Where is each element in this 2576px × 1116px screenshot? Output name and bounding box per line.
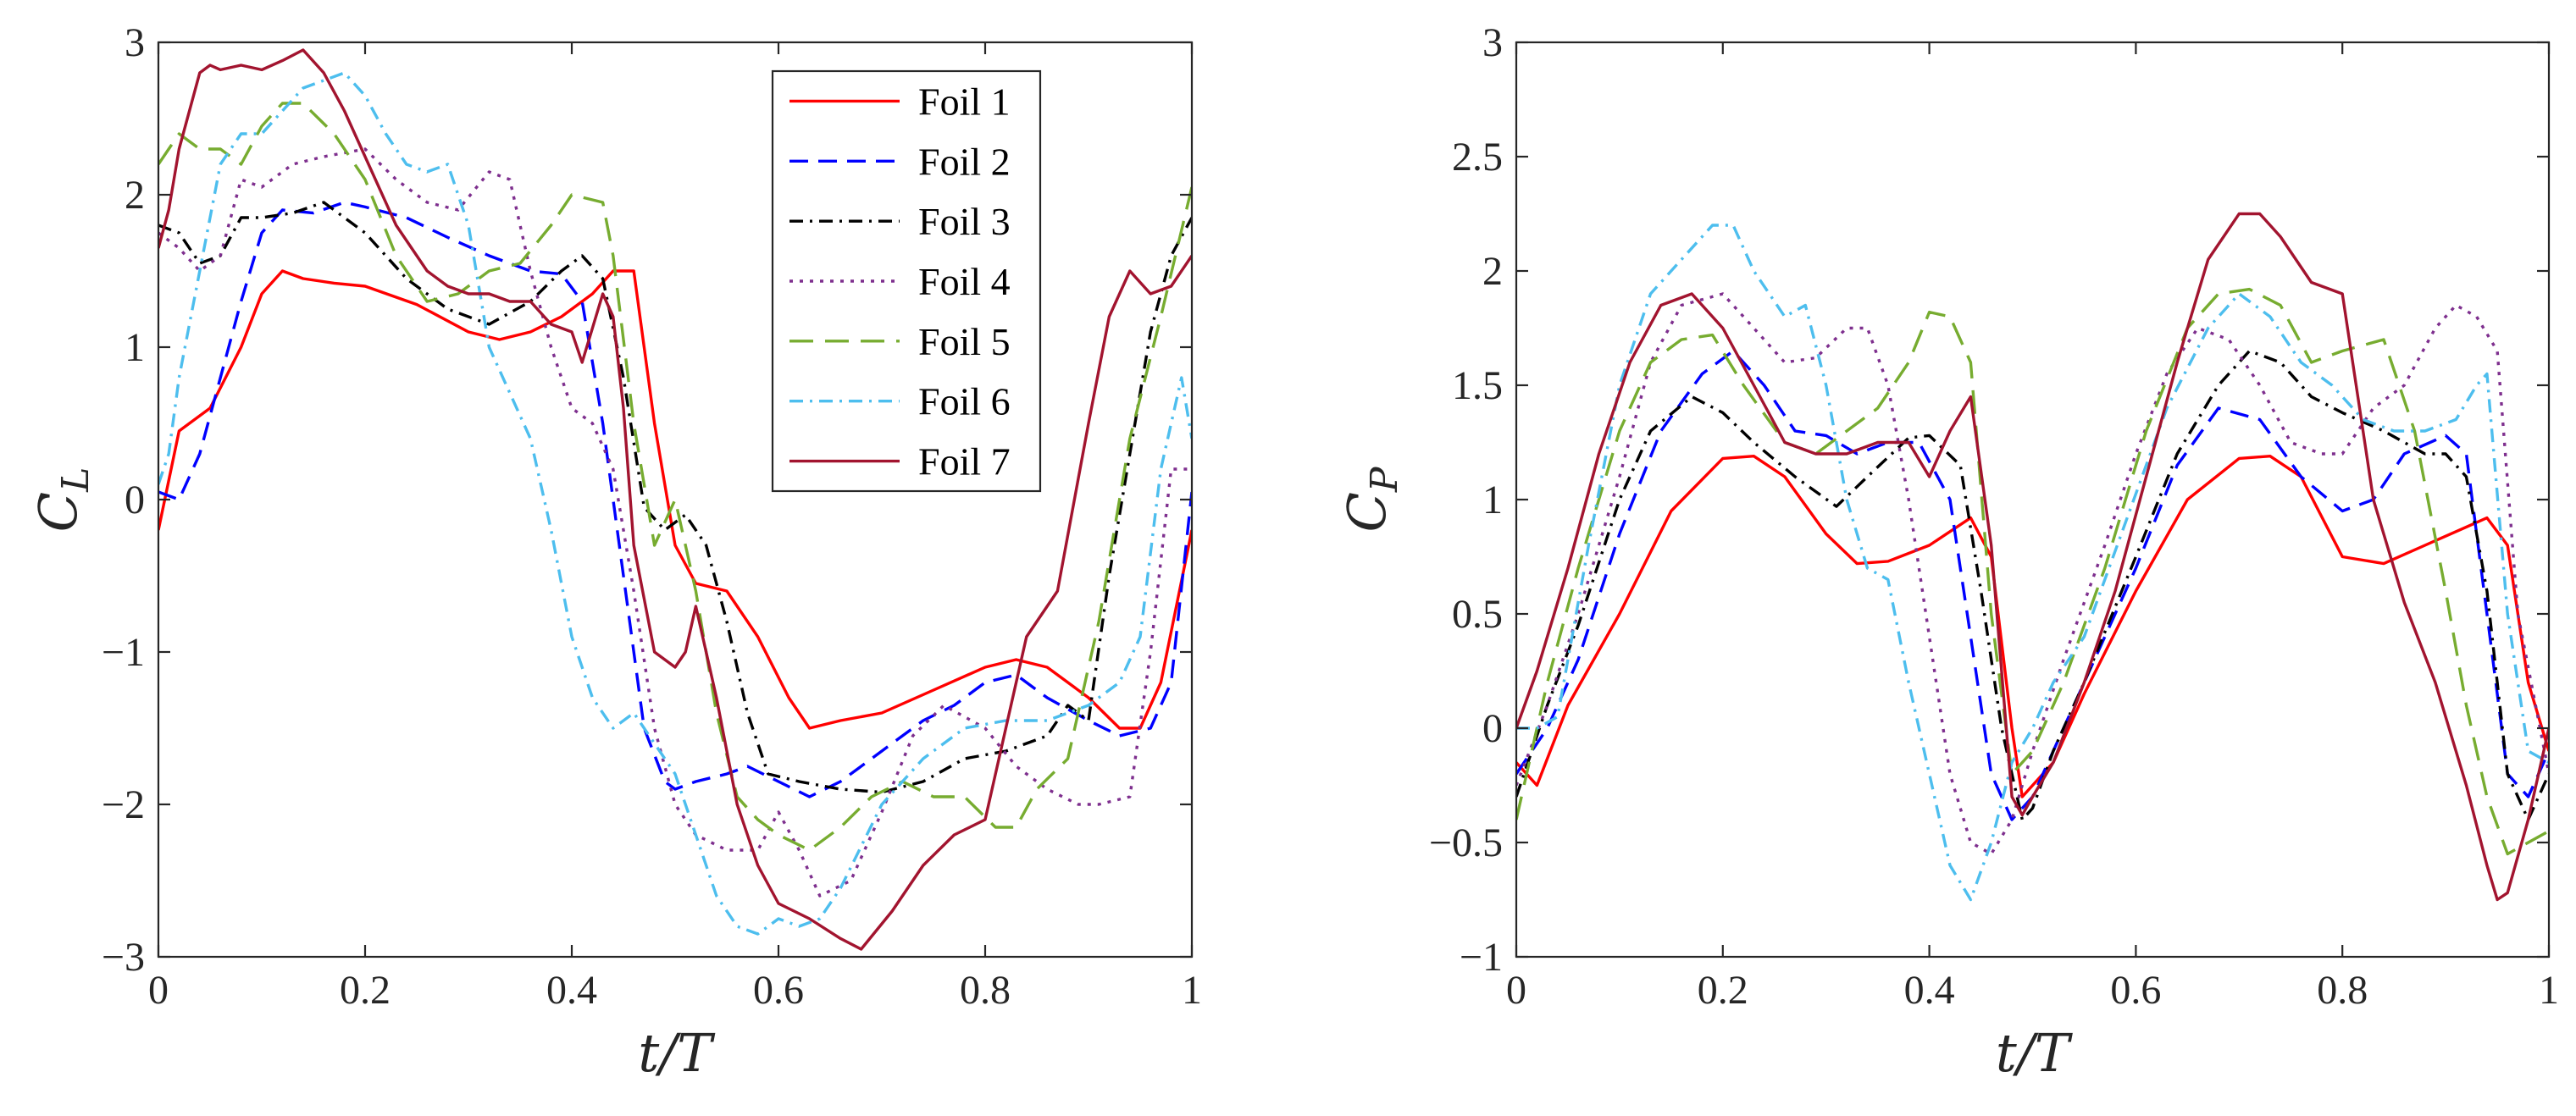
cl-y-tick-label: 3	[125, 20, 145, 65]
cp-series-foil-6	[1516, 224, 2549, 902]
legend-label-foil-6: Foil 6	[918, 380, 1011, 423]
cl-y-tick-label: −2	[102, 782, 145, 827]
legend-label-foil-3: Foil 3	[918, 200, 1011, 243]
cl-x-tick-label: 0.4	[546, 968, 597, 1013]
cp-ticks-group: 0 0.2 0.4 0.6 0.8 1 −1 −0.5 0 0.5 1 1.5 2 2.5 3	[1429, 20, 2559, 1013]
cp-series-foil-2	[1516, 349, 2549, 821]
cp-y-tick-label: 1	[1482, 478, 1503, 522]
cl-series-foil-4	[158, 147, 1192, 898]
cp-series-foil-7	[1516, 212, 2549, 902]
cl-x-tick-label: 0.2	[340, 968, 391, 1013]
legend-label-foil-4: Foil 4	[918, 260, 1011, 303]
legend-label-foil-2: Foil 2	[918, 140, 1011, 183]
cl-x-tick-label: 1	[1182, 968, 1202, 1013]
cl-y-tick-label: 1	[125, 325, 145, 370]
legend-label-foil-5: Foil 5	[918, 320, 1011, 363]
cl-y-tick-label: 0	[125, 478, 145, 522]
cl-ticks-group: 0 0.2 0.4 0.6 0.8 1 −3 −2 −1 0 1 2 3	[102, 20, 1202, 1013]
cl-series-foil-7	[158, 48, 1192, 951]
cp-x-tick-label: 0.8	[2317, 968, 2368, 1013]
cp-series-foil-3	[1516, 349, 2549, 821]
cl-x-axis-label: t/T	[638, 1022, 716, 1084]
cl-y-tick-label: −3	[102, 935, 145, 980]
cl-series-foil-1	[158, 269, 1192, 730]
cp-series-group	[1516, 212, 2549, 902]
cl-y-tick-label: 2	[125, 173, 145, 218]
cp-series-foil-4	[1516, 292, 2549, 856]
cl-series-group	[158, 48, 1192, 951]
cl-x-tick-label: 0	[148, 968, 169, 1013]
legend-box	[771, 69, 1042, 493]
cp-x-tick-label: 0.6	[2110, 968, 2161, 1013]
cp-x-tick-label: 1	[2539, 968, 2559, 1013]
cp-y-tick-label: 2.5	[1452, 135, 1503, 180]
legend-label-foil-1: Foil 1	[918, 80, 1011, 123]
cp-y-tick-label: −0.5	[1429, 820, 1503, 865]
cl-y-axis-label: CL	[27, 467, 97, 533]
cl-y-tick-label: −1	[102, 630, 145, 675]
cp-y-tick-label: 3	[1482, 20, 1503, 65]
cl-series-foil-5	[158, 102, 1192, 852]
cp-y-tick-label: 0.5	[1452, 592, 1503, 637]
cl-x-tick-label: 0.6	[753, 968, 804, 1013]
cp-y-axis-label: CP	[1336, 466, 1406, 532]
legend-label-foil-7: Foil 7	[918, 440, 1011, 483]
cp-x-tick-label: 0.2	[1698, 968, 1748, 1013]
cl-x-tick-label: 0.8	[960, 968, 1011, 1013]
cp-y-tick-label: 0	[1482, 706, 1503, 751]
cp-x-tick-label: 0.4	[1904, 968, 1955, 1013]
cl-series-foil-2	[158, 201, 1192, 798]
cp-x-axis-label: t/T	[1996, 1022, 2074, 1084]
cp-series-foil-1	[1516, 455, 2549, 798]
cp-series-foil-5	[1516, 287, 2549, 856]
cp-y-tick-label: 2	[1482, 249, 1503, 294]
cp-y-tick-label: 1.5	[1452, 363, 1503, 408]
cp-chart-panel: 0 0.2 0.4 0.6 0.8 1 −1 −0.5 0 0.5 1 1.5 2 2.5 3 t/T CP	[1336, 20, 2559, 1084]
cl-legend: Foil 1 Foil 2 Foil 3 Foil 4 Foil 5 Foil 6 Foil…	[771, 69, 1042, 493]
cp-x-tick-label: 0	[1506, 968, 1526, 1013]
cp-y-tick-label: −1	[1460, 935, 1503, 980]
cl-series-foil-3	[158, 201, 1192, 794]
cp-axes-frame	[1515, 41, 2551, 959]
cl-series-foil-6	[158, 71, 1192, 936]
